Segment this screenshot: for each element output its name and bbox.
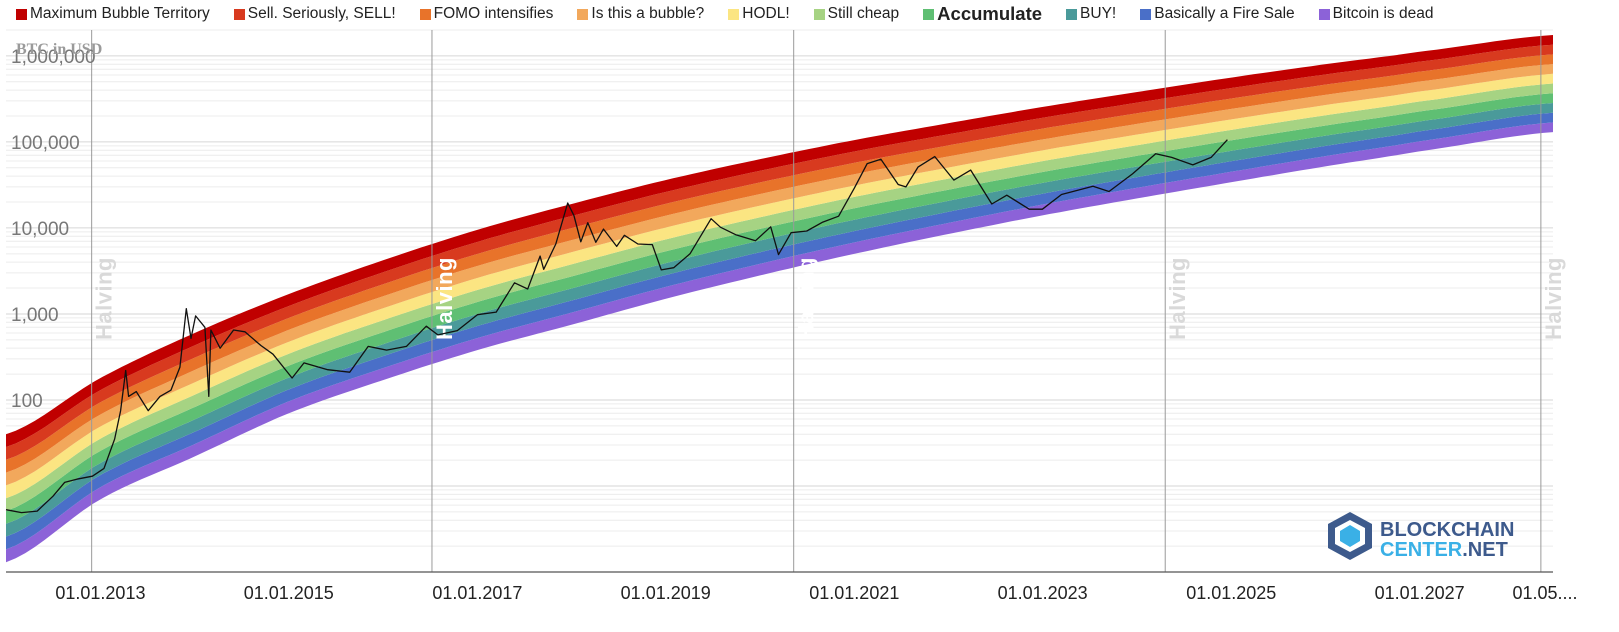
btc-price-line — [5, 139, 1228, 514]
x-tick-label: 01.01.2013 — [55, 583, 145, 603]
halving-lines: Halving Halving Halving Halving Halving — [91, 30, 1566, 572]
logo-line2-center: CENTER — [1380, 539, 1463, 561]
legend-item[interactable]: Is this a bubble? — [577, 5, 704, 23]
legend-swatch — [728, 8, 740, 20]
x-tick-label: 01.01.2021 — [809, 583, 899, 603]
blockchaincenter-logo-icon — [1328, 512, 1372, 560]
legend-item[interactable]: HODL! — [728, 5, 790, 23]
x-tick-label: 01.05.... — [1512, 583, 1577, 603]
halving-label: Halving — [432, 257, 457, 340]
legend-item[interactable]: Still cheap — [813, 5, 900, 23]
y-axis-title: BTC in USD — [16, 41, 102, 58]
chart-legend: Maximum Bubble Territory Sell. Seriously,… — [0, 0, 1619, 28]
y-tick-label: 100,000 — [11, 133, 80, 154]
legend-swatch — [233, 8, 245, 20]
legend-item[interactable]: FOMO intensifies — [419, 5, 554, 23]
legend-label: Sell. Seriously, SELL! — [247, 5, 396, 22]
legend-label: Accumulate — [937, 3, 1043, 24]
legend-swatch — [577, 8, 589, 20]
x-tick-label: 01.01.2025 — [1186, 583, 1276, 603]
legend-label: Basically a Fire Sale — [1154, 5, 1295, 22]
logo-line1: BLOCKCHAIN — [1380, 519, 1514, 541]
x-tick-label: 01.01.2023 — [998, 583, 1088, 603]
legend-label: Maximum Bubble Territory — [30, 5, 210, 22]
x-tick-label: 01.01.2017 — [432, 583, 522, 603]
legend-item[interactable]: Accumulate — [923, 3, 1042, 25]
legend-swatch — [1066, 8, 1078, 20]
price-series — [5, 139, 1228, 514]
halving-label: Halving — [1165, 257, 1190, 340]
legend-label: FOMO intensifies — [433, 5, 554, 22]
legend-label: Is this a bubble? — [591, 5, 705, 22]
legend-label: Still cheap — [827, 5, 900, 22]
legend-item[interactable]: Maximum Bubble Territory — [16, 5, 210, 23]
logo-line2: CENTER.NET — [1380, 539, 1508, 561]
legend-swatch — [419, 8, 431, 20]
legend-swatch — [813, 8, 825, 20]
y-tick-label: 10,000 — [11, 219, 69, 240]
logo-line2-net: .NET — [1462, 539, 1508, 561]
halving-label: Halving — [794, 257, 819, 340]
y-tick-label: 1,000,000 — [11, 47, 96, 68]
legend-swatch — [1140, 8, 1152, 20]
legend-item[interactable]: BUY! — [1066, 5, 1116, 23]
y-axis: 100 1,000 10,000 100,000 1,000,000 — [11, 47, 96, 412]
legend-label: BUY! — [1080, 5, 1117, 22]
halving-label: Halving — [1541, 257, 1566, 340]
legend-swatch — [16, 8, 27, 20]
legend-item[interactable]: Sell. Seriously, SELL! — [233, 5, 396, 23]
x-tick-label: 01.01.2019 — [621, 583, 711, 603]
y-tick-label: 1,000 — [11, 305, 59, 326]
logo-hexagon-core — [1340, 525, 1360, 547]
x-tick-label: 01.01.2015 — [244, 583, 334, 603]
y-tick-label: 100 — [11, 391, 43, 412]
legend-swatch — [1318, 8, 1330, 20]
chart-grid — [6, 29, 1553, 573]
legend-label: Bitcoin is dead — [1332, 5, 1434, 22]
x-tick-label: 01.01.2027 — [1375, 583, 1465, 603]
legend-item[interactable]: Basically a Fire Sale — [1140, 5, 1295, 23]
x-axis: 01.01.2013 01.01.2015 01.01.2017 01.01.2019… — [6, 571, 1578, 603]
legend-item[interactable]: Bitcoin is dead — [1318, 5, 1434, 23]
halving-label: Halving — [92, 257, 117, 340]
legend-label: HODL! — [742, 5, 790, 22]
legend-swatch — [923, 8, 935, 20]
